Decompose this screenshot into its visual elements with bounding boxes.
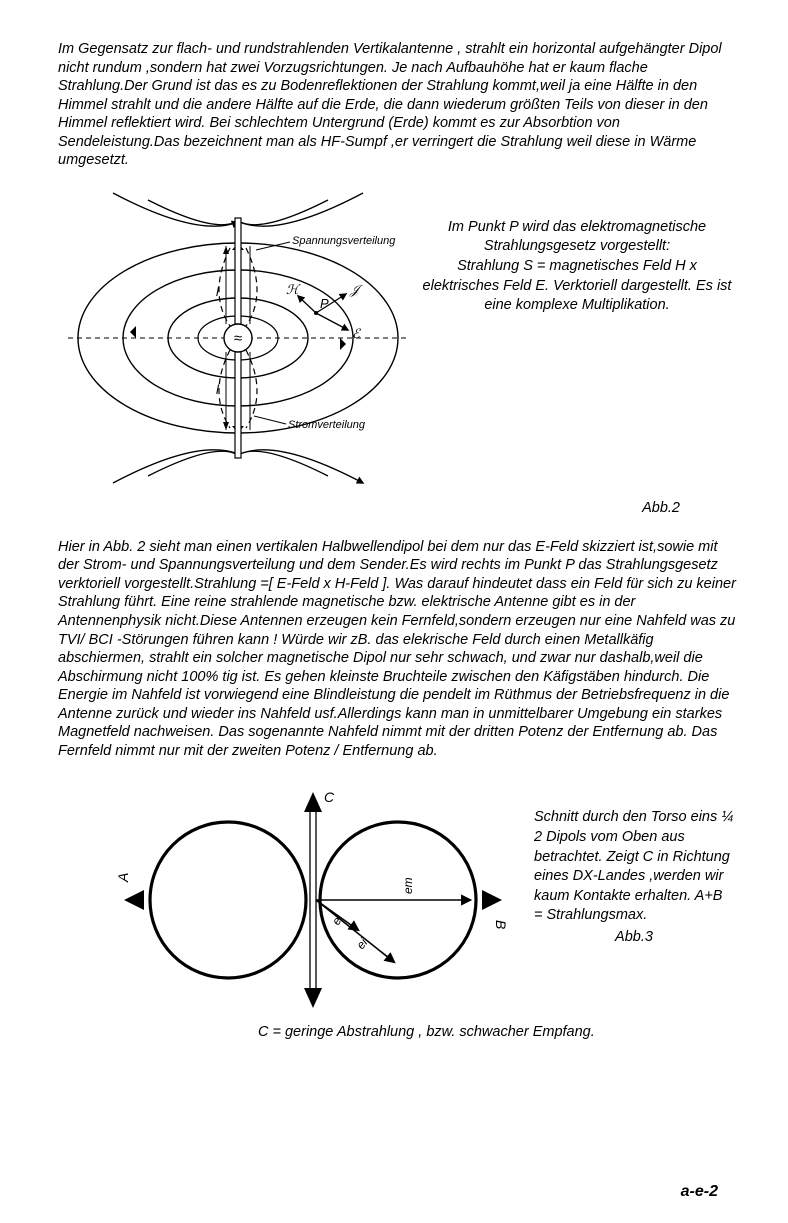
figure-2-caption: Schnitt durch den Torso eins ¼ 2 Dipols …	[528, 778, 740, 947]
paragraph-1: Im Gegensatz zur flach- und rundstrahlen…	[58, 40, 740, 170]
svg-text:em: em	[401, 878, 415, 895]
figure-1-label: Abb.2	[58, 500, 740, 516]
svg-text:B: B	[493, 920, 509, 929]
page-number: a-e-2	[681, 1183, 718, 1201]
svg-text:Spannungsverteilung: Spannungsverteilung	[292, 235, 396, 247]
svg-text:A: A	[115, 873, 131, 883]
figure-1-caption: Im Punkt P wird das elektromagnetische S…	[418, 178, 740, 316]
svg-text:C: C	[324, 789, 335, 805]
svg-text:𝒥: 𝒥	[349, 282, 364, 297]
svg-text:≈: ≈	[234, 330, 242, 347]
fig1-caption-text: Im Punkt P wird das elektromagnetische S…	[423, 219, 732, 313]
paragraph-2: Hier in Abb. 2 sieht man einen vertikale…	[58, 538, 740, 761]
figure-1-dipole-field: ≈ l l P 𝒥 ℰ ℋ Spannungsv	[58, 178, 418, 498]
svg-text:ℋ: ℋ	[286, 282, 301, 297]
fig2-caption-text: Schnitt durch den Torso eins ¼ 2 Dipols …	[534, 809, 733, 923]
svg-text:ℰ: ℰ	[352, 326, 361, 341]
svg-text:ei: ei	[354, 936, 371, 952]
figure-2-bottom-note: C = geringe Abstrahlung , bzw. schwacher…	[258, 1024, 740, 1040]
svg-text:Stromverteilung: Stromverteilung	[288, 419, 366, 431]
figure-2-radiation-pattern: C A B em e ei	[98, 778, 528, 1018]
figure-2-label: Abb.3	[534, 928, 734, 948]
svg-text:P: P	[320, 296, 329, 311]
